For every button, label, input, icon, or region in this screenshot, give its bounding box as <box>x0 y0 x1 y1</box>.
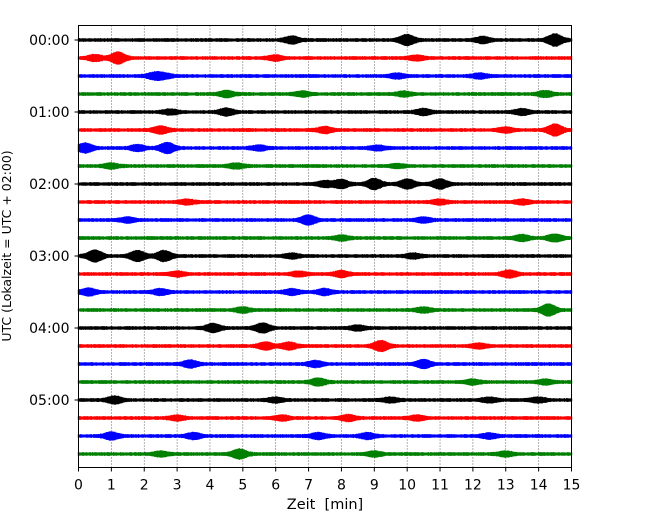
x-axis-label: Zeit [min] <box>287 497 363 513</box>
x-tick-label: 1 <box>107 478 116 494</box>
y-tick-label: 05:00 <box>29 393 69 409</box>
x-tick-label: 13 <box>497 478 515 494</box>
trace-0130 <box>77 141 573 155</box>
trace-0145 <box>77 162 573 170</box>
x-tick-label: 6 <box>271 478 280 494</box>
y-axis-label: UTC (Lokalzeit = UTC + 02:00) <box>0 150 14 341</box>
trace-0100 <box>77 107 573 117</box>
x-tick-label: 3 <box>173 478 182 494</box>
x-tick-label: 2 <box>140 478 149 494</box>
y-tick-label: 03:00 <box>29 249 69 265</box>
plot-frame <box>78 25 572 468</box>
trace-0300 <box>77 249 573 263</box>
trace-0015 <box>77 51 573 65</box>
trace-0330 <box>77 287 573 297</box>
trace-0030 <box>77 71 573 81</box>
trace-0500 <box>77 395 573 405</box>
x-tick-label: 8 <box>337 478 346 494</box>
trace-0115 <box>77 123 573 137</box>
trace-0445 <box>77 377 573 387</box>
trace-0245 <box>77 233 573 243</box>
trace-0230 <box>77 214 573 226</box>
x-tick-label: 4 <box>206 478 215 494</box>
trace-0545 <box>77 448 573 460</box>
trace-0045 <box>77 89 573 99</box>
x-tick-label: 15 <box>563 478 581 494</box>
trace-0345 <box>77 303 573 317</box>
trace-0200 <box>77 177 573 191</box>
y-tick-label: 00:00 <box>29 33 69 49</box>
x-tick-label: 0 <box>74 478 83 494</box>
x-tick-label: 5 <box>238 478 247 494</box>
seismic-traces <box>77 33 573 460</box>
trace-0400 <box>77 322 573 334</box>
y-tick-label: 02:00 <box>29 177 69 193</box>
trace-0315 <box>77 269 573 279</box>
trace-0415 <box>77 339 573 353</box>
y-tick-label: 04:00 <box>29 321 69 337</box>
trace-0215 <box>77 198 573 206</box>
y-axis-ticks: 00:00 01:00 02:00 03:00 04:00 05:00 <box>29 33 79 409</box>
x-tick-label: 9 <box>370 478 379 494</box>
trace-0515 <box>77 413 573 423</box>
trace-0000 <box>77 33 573 47</box>
x-tick-label: 7 <box>304 478 313 494</box>
x-tick-label: 11 <box>431 478 449 494</box>
x-tick-label: 12 <box>464 478 482 494</box>
y-tick-label: 01:00 <box>29 105 69 121</box>
x-axis-ticks: 0 1 2 3 4 5 6 7 8 9 10 11 12 13 14 15 <box>74 467 581 494</box>
x-tick-label: 10 <box>398 478 416 494</box>
trace-0430 <box>77 358 573 370</box>
trace-0530 <box>77 431 573 441</box>
x-tick-label: 14 <box>530 478 548 494</box>
